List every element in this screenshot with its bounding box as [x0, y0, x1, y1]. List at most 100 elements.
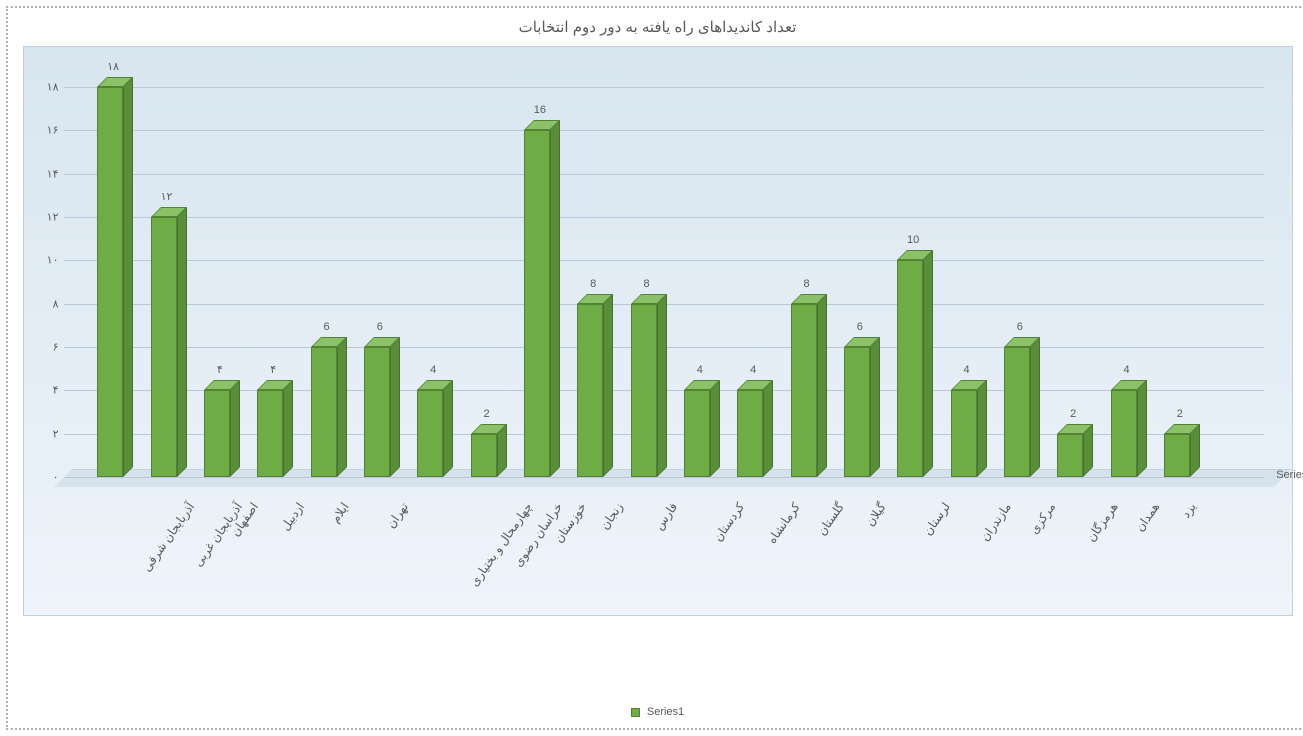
bar-front — [737, 390, 763, 477]
bar-value-label: ۴ — [200, 363, 240, 376]
bar: 8 — [791, 304, 817, 477]
xtick-label: مرکزی — [1027, 500, 1058, 537]
bar: 4 — [1111, 390, 1137, 477]
bar-side — [337, 337, 347, 477]
bar-side — [443, 380, 453, 477]
bar-value-label: 10 — [893, 234, 933, 246]
bar-value-label: 16 — [520, 104, 560, 116]
bar: 4 — [684, 390, 710, 477]
bar: ۱۸ — [97, 87, 123, 477]
xtick-label: اردبیل — [278, 500, 307, 533]
bar-value-label: 6 — [1000, 321, 1040, 333]
ytick-label: ۴ — [29, 384, 59, 397]
xticks-row: آذربایجان شرقیآذربایجان غربیاصفهاناردبیل… — [84, 495, 1204, 595]
bar-value-label: 6 — [307, 321, 347, 333]
bar-value-label: 8 — [787, 278, 827, 290]
bar: 10 — [897, 260, 923, 477]
bar-front — [1111, 390, 1137, 477]
bar-side — [603, 294, 613, 477]
bar-side — [283, 380, 293, 477]
bar-front — [897, 260, 923, 477]
xtick-label: مازندران — [977, 500, 1013, 544]
xtick-label: گلستان — [814, 500, 846, 538]
bar: 6 — [844, 347, 870, 477]
bar-value-label: ۱۸ — [93, 60, 133, 73]
bar: ۱۲ — [151, 217, 177, 477]
bar-side — [870, 337, 880, 477]
bar-value-label: 2 — [467, 408, 507, 420]
bars-container: ۱۸۱۲۴۴6642168844861046242 — [84, 87, 1204, 477]
bar: ۴ — [257, 390, 283, 477]
xtick-label: هرمزگان — [1084, 500, 1121, 544]
bar-front — [417, 390, 443, 477]
bar: 6 — [364, 347, 390, 477]
bar: 8 — [577, 304, 603, 477]
bar-side — [1030, 337, 1040, 477]
bar-front — [951, 390, 977, 477]
xtick-label: کرمانشاه — [765, 500, 803, 546]
bar-side — [1137, 380, 1147, 477]
bar-side — [177, 207, 187, 477]
ytick-label: ۱۶ — [29, 124, 59, 137]
xtick-label: گیلان — [863, 500, 889, 529]
bar: 2 — [471, 434, 497, 477]
plot-inner: ۰۲۴۶۸۱۰۱۲۱۴۱۶۱۸ ۱۸۱۲۴۴664216884486104624… — [64, 77, 1264, 487]
bar-front — [471, 434, 497, 477]
bar-value-label: 6 — [360, 321, 400, 333]
xtick-label: فارس — [651, 500, 680, 532]
ytick-label: ۲ — [29, 427, 59, 440]
xtick-label: همدان — [1132, 500, 1162, 534]
bar: 4 — [951, 390, 977, 477]
bar-side — [817, 294, 827, 477]
bar-value-label: 4 — [1107, 364, 1147, 376]
bar-side — [657, 294, 667, 477]
xtick-label: یزد — [1178, 500, 1198, 521]
bar: 6 — [311, 347, 337, 477]
bar-front — [791, 304, 817, 477]
legend-swatch — [631, 708, 640, 717]
xtick-label: آذربایجان شرقی — [140, 500, 198, 574]
bar-front — [97, 87, 123, 477]
bar-front — [631, 304, 657, 477]
bar-side — [923, 250, 933, 477]
bar-front — [684, 390, 710, 477]
bar-side — [550, 120, 560, 477]
bar-front — [1164, 434, 1190, 477]
bar-front — [844, 347, 870, 477]
xtick-label: تهران — [384, 500, 411, 531]
ytick-label: ۰ — [29, 471, 59, 484]
bar-front — [204, 390, 230, 477]
legend: Series1 — [8, 706, 1303, 718]
legend-label: Series1 — [647, 706, 684, 718]
ytick-label: ۱۴ — [29, 167, 59, 180]
ytick-label: ۱۲ — [29, 211, 59, 224]
xtick-label: کردستان — [711, 500, 748, 544]
bar: 4 — [417, 390, 443, 477]
bar-value-label: ۴ — [253, 363, 293, 376]
bar-front — [524, 130, 550, 477]
bar-value-label: 4 — [413, 364, 453, 376]
bar-front — [1004, 347, 1030, 477]
ytick-label: ۸ — [29, 297, 59, 310]
bar-side — [230, 380, 240, 477]
plot-area: ۰۲۴۶۸۱۰۱۲۱۴۱۶۱۸ ۱۸۱۲۴۴664216884486104624… — [23, 46, 1293, 616]
bar-side — [763, 380, 773, 477]
ytick-label: ۱۰ — [29, 254, 59, 267]
bar-side — [977, 380, 987, 477]
ytick-label: ۱۸ — [29, 81, 59, 94]
bar-value-label: ۱۲ — [147, 190, 187, 203]
xtick-label: لرستان — [921, 500, 953, 538]
bar-value-label: 2 — [1160, 408, 1200, 420]
bar-side — [710, 380, 720, 477]
bar-front — [577, 304, 603, 477]
bar: 2 — [1164, 434, 1190, 477]
bar-front — [311, 347, 337, 477]
bar-value-label: 2 — [1053, 408, 1093, 420]
bar: 8 — [631, 304, 657, 477]
gridline — [64, 477, 1264, 478]
bar-value-label: 4 — [733, 364, 773, 376]
bar-front — [151, 217, 177, 477]
bar-value-label: 8 — [573, 278, 613, 290]
bar-value-label: 4 — [947, 364, 987, 376]
ytick-label: ۶ — [29, 341, 59, 354]
